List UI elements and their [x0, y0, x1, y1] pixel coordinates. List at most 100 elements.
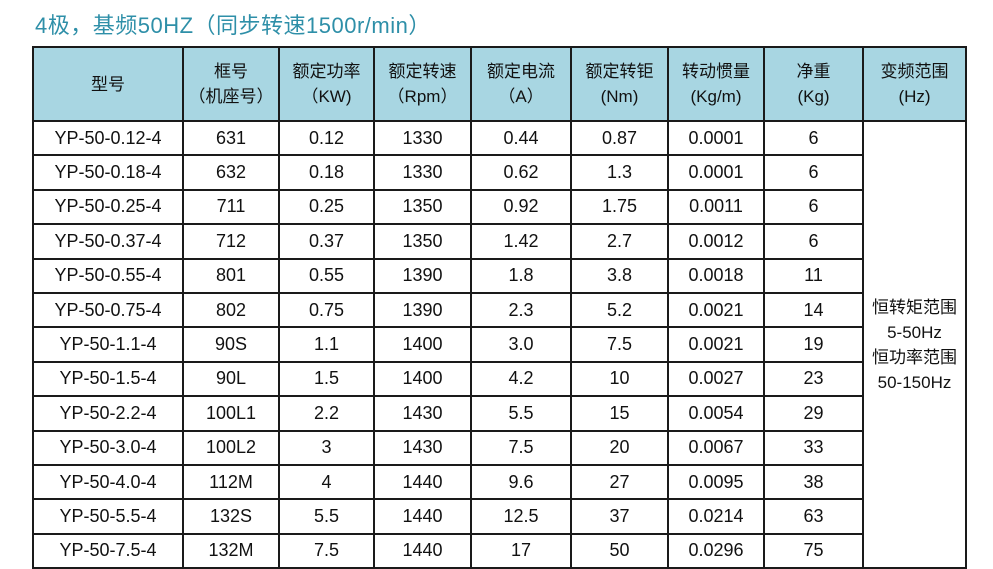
table-row: YP-50-0.18-4 632 0.18 1330 0.62 1.3 0.00…: [32, 154, 966, 191]
cell-inertia: 0.0214: [667, 498, 765, 535]
cell-speed: 1350: [373, 223, 472, 260]
header-label: 额定转钜: [585, 62, 654, 81]
header-unit: (Nm): [600, 87, 639, 106]
table-row: YP-50-0.55-4 801 0.55 1390 1.8 3.8 0.001…: [32, 257, 966, 294]
cell-speed: 1440: [373, 498, 472, 535]
cell-model: YP-50-0.37-4: [32, 223, 184, 260]
cell-frame: 711: [182, 188, 280, 226]
header-unit: (Kg): [797, 87, 830, 106]
cell-torque: 1.75: [570, 188, 669, 226]
cell-model: YP-50-0.25-4: [32, 188, 184, 226]
cell-weight: 6: [763, 154, 864, 191]
cell-inertia: 0.0296: [667, 532, 765, 569]
cell-inertia: 0.0001: [667, 154, 765, 191]
cell-model: YP-50-7.5-4: [32, 532, 184, 569]
header-label: 型号: [91, 74, 125, 94]
cell-speed: 1330: [373, 119, 472, 157]
table-row: YP-50-2.2-4 100L1 2.2 1430 5.5 15 0.0054…: [32, 395, 966, 432]
cell-power: 4: [278, 463, 375, 501]
table-row: YP-50-7.5-4 132M 7.5 1440 17 50 0.0296 7…: [32, 532, 966, 569]
cell-power: 2.2: [278, 395, 375, 432]
cell-current: 3.0: [470, 326, 572, 363]
cell-inertia: 0.0012: [667, 223, 765, 260]
cell-frame: 132M: [182, 532, 280, 569]
cell-current: 9.6: [470, 463, 572, 501]
cell-current: 5.5: [470, 395, 572, 432]
header-label: 额定转速: [388, 62, 457, 81]
cell-speed: 1440: [373, 463, 472, 501]
cell-weight: 6: [763, 188, 864, 226]
cell-model: YP-50-0.55-4: [32, 257, 184, 294]
header-unit: （机座号）: [188, 87, 274, 106]
cell-inertia: 0.0021: [667, 326, 765, 363]
cell-weight: 75: [763, 532, 864, 569]
header-label: 额定功率: [292, 62, 361, 81]
cell-inertia: 0.0021: [667, 291, 765, 329]
cell-power: 5.5: [278, 498, 375, 535]
cell-inertia: 0.0018: [667, 257, 765, 294]
cell-model: YP-50-0.18-4: [32, 154, 184, 191]
cell-inertia: 0.0067: [667, 429, 765, 466]
cell-frame: 631: [182, 119, 280, 157]
table-row: YP-50-0.25-4 711 0.25 1350 0.92 1.75 0.0…: [32, 188, 966, 226]
cell-power: 1.1: [278, 326, 375, 363]
cell-model: YP-50-3.0-4: [32, 429, 184, 466]
cell-torque: 3.8: [570, 257, 669, 294]
cell-torque: 50: [570, 532, 669, 569]
cell-power: 7.5: [278, 532, 375, 569]
header-unit: (Kg/m): [690, 87, 742, 106]
cell-model: YP-50-0.12-4: [32, 119, 184, 157]
header-label: 额定电流: [487, 62, 555, 81]
cell-weight: 11: [763, 257, 864, 294]
cell-speed: 1390: [373, 257, 472, 294]
cell-torque: 5.2: [570, 291, 669, 329]
col-header-rated-current: 额定电流 （A）: [470, 46, 572, 122]
cell-current: 7.5: [470, 429, 572, 466]
cell-frame: 112M: [182, 463, 280, 501]
cell-model: YP-50-4.0-4: [32, 463, 184, 501]
cell-model: YP-50-0.75-4: [32, 291, 184, 329]
cell-power: 3: [278, 429, 375, 466]
cell-speed: 1430: [373, 395, 472, 432]
freq-note-line: 50-150Hz: [877, 372, 952, 392]
cell-weight: 14: [763, 291, 864, 329]
cell-power: 0.18: [278, 154, 375, 191]
cell-current: 1.8: [470, 257, 572, 294]
col-header-inertia: 转动惯量 (Kg/m): [667, 46, 765, 122]
page-title: 4极，基频50HZ（同步转速1500r/min）: [35, 13, 431, 38]
cell-frame: 801: [182, 257, 280, 294]
cell-inertia: 0.0001: [667, 119, 765, 157]
cell-frame: 90L: [182, 360, 280, 398]
freq-range-note: 恒转矩范围 5-50Hz 恒功率范围 50-150Hz: [862, 119, 967, 569]
header-unit: （A）: [498, 87, 544, 106]
cell-power: 0.37: [278, 223, 375, 260]
cell-weight: 19: [763, 326, 864, 363]
table-header-row: 型号 框号 （机座号） 额定功率 （KW) 额定转速 （Rpm） 额定电流 （A…: [32, 46, 967, 122]
cell-current: 17: [470, 532, 572, 569]
cell-power: 1.5: [278, 360, 375, 398]
table-row: YP-50-0.12-4 631 0.12 1330 0.44 0.87 0.0…: [32, 119, 967, 569]
cell-inertia: 0.0011: [667, 188, 765, 226]
cell-weight: 33: [763, 429, 864, 466]
cell-speed: 1390: [373, 291, 472, 329]
cell-current: 1.42: [470, 223, 572, 260]
cell-frame: 132S: [182, 498, 280, 535]
cell-torque: 27: [570, 463, 669, 501]
cell-torque: 37: [570, 498, 669, 535]
cell-torque: 0.87: [570, 119, 669, 157]
cell-power: 0.55: [278, 257, 375, 294]
cell-current: 12.5: [470, 498, 572, 535]
cell-weight: 23: [763, 360, 864, 398]
cell-speed: 1440: [373, 532, 472, 569]
cell-speed: 1330: [373, 154, 472, 191]
col-header-rated-speed: 额定转速 （Rpm）: [373, 46, 472, 122]
header-label: 变频范围: [880, 62, 949, 81]
cell-inertia: 0.0054: [667, 395, 765, 432]
cell-power: 0.25: [278, 188, 375, 226]
cell-torque: 15: [570, 395, 669, 432]
cell-model: YP-50-1.1-4: [32, 326, 184, 363]
header-unit: （Rpm）: [387, 87, 458, 106]
header-unit: （KW): [301, 87, 352, 106]
freq-note-line: 恒转矩范围: [872, 297, 957, 317]
col-header-rated-power: 额定功率 （KW): [278, 46, 375, 122]
